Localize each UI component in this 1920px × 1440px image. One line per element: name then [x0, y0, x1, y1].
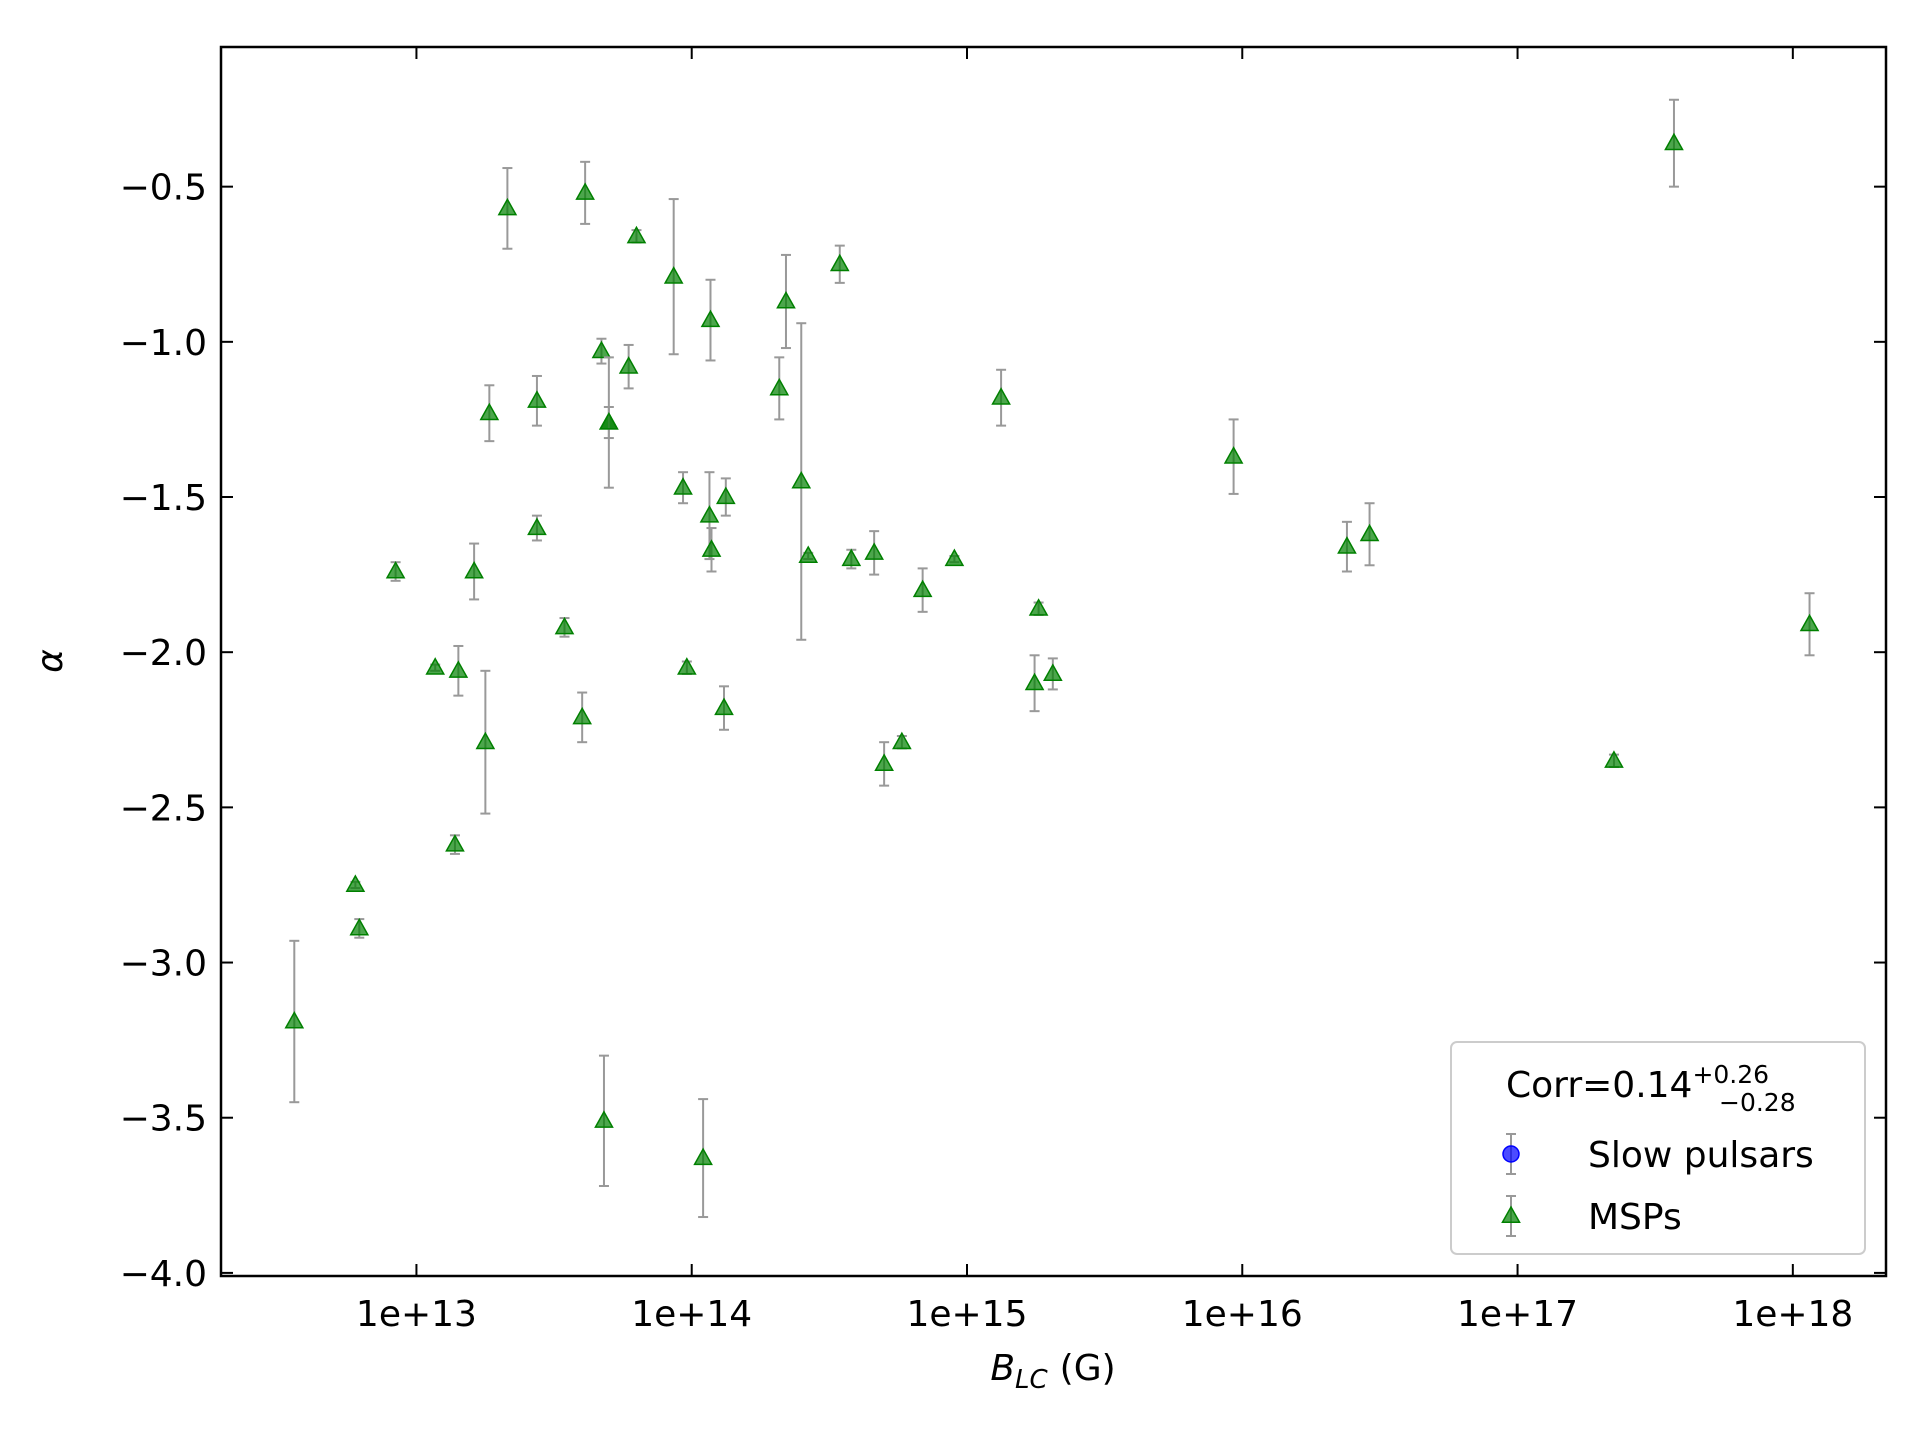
- legend-title-main: Corr=0.14: [1506, 1065, 1692, 1106]
- point: [1664, 132, 1684, 151]
- point: [714, 697, 734, 716]
- point: [448, 660, 469, 678]
- point: [673, 477, 693, 495]
- legend-marker: [1502, 1145, 1520, 1163]
- x-axis-label: BLC (G): [990, 1348, 1115, 1395]
- point: [693, 1147, 713, 1166]
- x-tick-label: 1e+16: [1182, 1294, 1303, 1335]
- point: [445, 834, 465, 852]
- point: [575, 182, 595, 200]
- point: [594, 1110, 614, 1128]
- point: [284, 1010, 305, 1029]
- x-tick-label: 1e+13: [356, 1294, 477, 1335]
- plot-frame: [219, 45, 1888, 1278]
- x-tick-label: 1e+17: [1457, 1294, 1578, 1335]
- point: [527, 517, 547, 536]
- point: [829, 253, 850, 272]
- x-label-sub: LC: [1015, 1365, 1048, 1395]
- point: [425, 657, 446, 675]
- point: [791, 470, 812, 489]
- point: [912, 579, 933, 598]
- y-tick-label: −2.5: [120, 788, 207, 829]
- point: [841, 548, 862, 567]
- point: [715, 486, 736, 505]
- legend-title: Corr=0.14+0.26 −0.28: [1506, 1060, 1796, 1117]
- y-tick-label: −3.5: [120, 1099, 207, 1140]
- point: [464, 560, 484, 579]
- point: [944, 548, 965, 567]
- point: [701, 539, 722, 557]
- x-tick-label: 1e+18: [1732, 1294, 1853, 1335]
- point: [1024, 672, 1045, 691]
- point: [1604, 750, 1624, 768]
- point: [874, 753, 894, 771]
- point: [892, 731, 912, 750]
- point: [769, 377, 790, 396]
- point: [991, 387, 1011, 405]
- x-tick-label: 1e+15: [906, 1294, 1027, 1335]
- point: [497, 197, 518, 216]
- legend-label: Slow pulsars: [1588, 1135, 1814, 1176]
- y-axis-label: α: [30, 649, 71, 673]
- point: [385, 560, 406, 579]
- point: [798, 545, 819, 564]
- point: [618, 356, 639, 374]
- y-tick-label: −4.0: [120, 1254, 207, 1295]
- y-tick-label: −0.5: [120, 168, 207, 209]
- point: [554, 616, 575, 635]
- legend-title-sub: −0.28: [1719, 1088, 1796, 1117]
- point: [479, 402, 500, 421]
- point: [599, 411, 619, 430]
- x-tick-label: 1e+14: [631, 1294, 752, 1335]
- y-tick-label: −1.5: [120, 478, 207, 519]
- y-tick-label: −1.0: [120, 323, 207, 364]
- point: [349, 917, 370, 936]
- point: [776, 290, 796, 309]
- point: [1042, 663, 1063, 681]
- point: [345, 874, 366, 893]
- legend-label: MSPs: [1588, 1197, 1682, 1238]
- point: [1799, 613, 1820, 632]
- x-label-unit: (G): [1060, 1348, 1116, 1389]
- point: [1028, 598, 1049, 616]
- point: [572, 706, 593, 725]
- point: [626, 225, 647, 244]
- point: [700, 309, 721, 328]
- point: [864, 542, 884, 560]
- point: [663, 266, 684, 284]
- point: [1337, 536, 1357, 554]
- point: [1223, 446, 1244, 464]
- point: [1359, 523, 1380, 542]
- point: [699, 505, 720, 523]
- point: [591, 340, 612, 359]
- legend-box: [1450, 1041, 1866, 1255]
- legend-marker: [1501, 1205, 1521, 1224]
- legend-title-sup: +0.26: [1692, 1060, 1769, 1089]
- point: [475, 731, 496, 750]
- point: [527, 390, 547, 408]
- point: [677, 657, 697, 675]
- y-tick-label: −2.0: [120, 633, 207, 674]
- x-label-main: B: [990, 1348, 1015, 1389]
- y-tick-label: −3.0: [120, 944, 207, 985]
